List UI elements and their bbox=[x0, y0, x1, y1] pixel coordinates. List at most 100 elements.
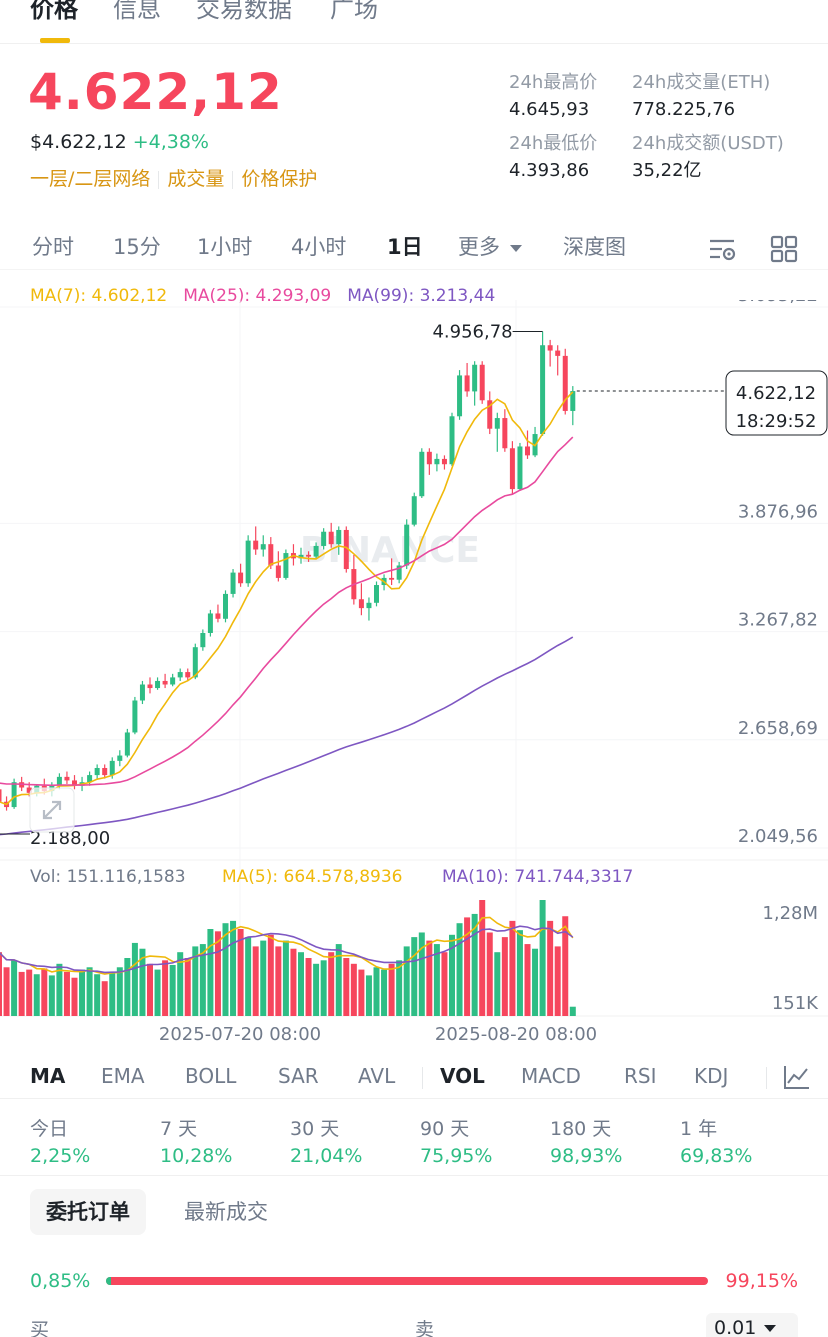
candle-body bbox=[525, 446, 530, 456]
candlestick-chart[interactable]: BINANCE 5.095,22 3.876,96 3.267,82 2.658,69… bbox=[0, 300, 828, 1050]
candle bbox=[404, 519, 410, 570]
interval-bar: 分时 15分 1小时 4小时 1日 更多 深度图 bbox=[0, 230, 828, 270]
volume-bar bbox=[365, 975, 372, 1016]
indicator-rsi[interactable]: RSI bbox=[624, 1064, 657, 1088]
tab-price[interactable]: 价格 bbox=[30, 0, 78, 23]
tab-square[interactable]: 广场 bbox=[330, 0, 378, 23]
candle-body bbox=[389, 577, 395, 580]
volume-bar bbox=[11, 960, 18, 1016]
volume-ma10-line bbox=[0, 925, 574, 974]
volume-bar bbox=[147, 963, 153, 1016]
candle bbox=[336, 526, 342, 555]
buy-sell-ratio-bar bbox=[106, 1277, 708, 1285]
indicator-ma[interactable]: MA bbox=[30, 1064, 66, 1088]
interval-4h[interactable]: 4小时 bbox=[291, 235, 347, 259]
tab-info[interactable]: 信息 bbox=[113, 0, 161, 23]
candle bbox=[155, 677, 161, 690]
volume-bar bbox=[131, 942, 138, 1016]
candle-body bbox=[464, 375, 470, 392]
ma99-line bbox=[0, 636, 574, 836]
chart-settings-icon[interactable] bbox=[708, 236, 738, 264]
candle-body bbox=[502, 418, 508, 449]
candle-body bbox=[411, 496, 417, 525]
indicator-macd[interactable]: MACD bbox=[521, 1064, 581, 1088]
candle bbox=[509, 441, 515, 495]
volume-bar bbox=[116, 967, 123, 1016]
candle bbox=[374, 581, 379, 607]
perf-1y-label: 1 年 bbox=[680, 1118, 718, 1140]
ma-lines bbox=[0, 391, 574, 836]
volume-axis: 1,28M 151K bbox=[762, 903, 819, 1014]
indicator-sar[interactable]: SAR bbox=[278, 1064, 319, 1088]
indicator-divider bbox=[766, 1067, 767, 1089]
grid-layout-icon[interactable] bbox=[770, 235, 798, 263]
volume-bar bbox=[471, 913, 478, 1016]
volume-bar bbox=[358, 969, 365, 1016]
interval-time[interactable]: 分时 bbox=[32, 235, 74, 259]
indicator-avl[interactable]: AVL bbox=[358, 1064, 396, 1088]
volume-bar bbox=[86, 967, 93, 1016]
tag-price-protection[interactable]: 价格保护 bbox=[241, 168, 318, 190]
perf-1y-value: 69,83% bbox=[680, 1145, 753, 1167]
tab-order-book[interactable]: 委托订单 bbox=[30, 1189, 146, 1235]
candle bbox=[389, 558, 395, 586]
price-axis-label: 3.876,96 bbox=[738, 501, 818, 522]
perf-7d-label: 7 天 bbox=[160, 1118, 198, 1140]
vol-ma10-label: MA(10): 741.744,3317 bbox=[442, 867, 633, 887]
interval-1h[interactable]: 1小时 bbox=[197, 235, 253, 259]
price-axis-label: 2.049,56 bbox=[738, 826, 818, 847]
indicator-kdj[interactable]: KDJ bbox=[694, 1064, 729, 1088]
tab-trading-data[interactable]: 交易数据 bbox=[196, 0, 292, 23]
candle bbox=[555, 345, 561, 376]
indicator-vol[interactable]: VOL bbox=[440, 1064, 485, 1088]
indicator-boll[interactable]: BOLL bbox=[185, 1064, 237, 1088]
volume-bar bbox=[547, 920, 554, 1016]
active-tab-indicator bbox=[40, 38, 70, 43]
volume-bar bbox=[554, 946, 561, 1016]
candle bbox=[147, 677, 153, 694]
candle-body bbox=[124, 732, 130, 756]
volume-bar bbox=[63, 971, 70, 1016]
candle bbox=[494, 412, 500, 452]
indicator-ema[interactable]: EMA bbox=[101, 1064, 145, 1088]
candle-body bbox=[313, 545, 319, 557]
precision-select[interactable]: 0.01 bbox=[706, 1313, 798, 1337]
tag-layer-network[interactable]: 一层/二层网络 bbox=[30, 168, 151, 190]
candle bbox=[117, 750, 123, 767]
volume-bar bbox=[433, 944, 440, 1016]
usd-price-row: $4.622,12 +4,38% bbox=[30, 130, 209, 154]
candle-body bbox=[358, 599, 364, 609]
interval-more[interactable]: 更多 bbox=[458, 234, 522, 260]
candle-body bbox=[260, 544, 266, 550]
candle-body bbox=[275, 565, 281, 578]
candle-body bbox=[562, 355, 568, 411]
volume-bar bbox=[388, 963, 395, 1016]
volume-bar bbox=[305, 958, 312, 1016]
volume-bar bbox=[154, 969, 161, 1016]
candle-body bbox=[449, 416, 455, 465]
candle bbox=[72, 775, 77, 790]
candle bbox=[343, 526, 349, 573]
candle-body bbox=[426, 451, 432, 465]
countdown-label: 18:29:52 bbox=[736, 411, 817, 432]
time-axis: 2025-07-20 08:00 2025-08-20 08:00 bbox=[159, 1024, 597, 1045]
tag-volume[interactable]: 成交量 bbox=[167, 168, 225, 190]
candle-body bbox=[328, 531, 334, 545]
interval-15m[interactable]: 15分 bbox=[113, 235, 161, 259]
interval-depth[interactable]: 深度图 bbox=[563, 235, 626, 259]
volume-axis-label: 1,28M bbox=[762, 903, 818, 924]
candle bbox=[298, 547, 304, 564]
candle bbox=[502, 409, 508, 452]
volume-bar bbox=[403, 946, 410, 1016]
tag-row: 一层/二层网络 成交量 价格保护 bbox=[30, 167, 317, 191]
volume-bar bbox=[177, 952, 184, 1016]
candle bbox=[562, 348, 568, 415]
interval-1d[interactable]: 1日 bbox=[387, 235, 423, 259]
candle bbox=[275, 551, 281, 582]
candle-body bbox=[26, 787, 32, 793]
candle-body bbox=[109, 760, 115, 776]
indicator-settings-icon[interactable] bbox=[783, 1064, 811, 1090]
candle bbox=[238, 563, 244, 587]
price-axis-label: 2.658,69 bbox=[738, 718, 818, 739]
tab-latest-trades[interactable]: 最新成交 bbox=[184, 1200, 268, 1224]
